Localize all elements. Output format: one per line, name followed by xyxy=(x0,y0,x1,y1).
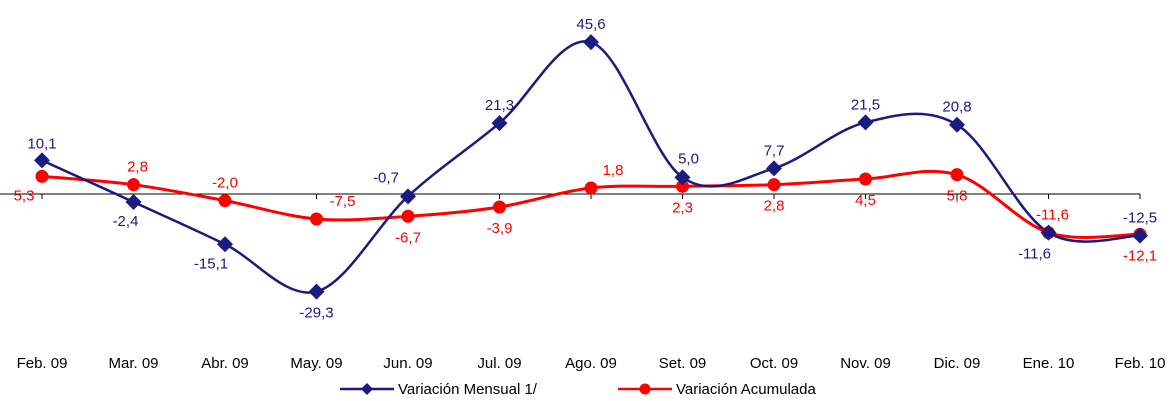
data-point-acumulada xyxy=(401,209,415,223)
data-point-mensual xyxy=(583,34,599,51)
data-label-mensual: 7,7 xyxy=(764,142,785,159)
data-point-mensual xyxy=(491,115,508,132)
data-point-acumulada xyxy=(35,169,49,183)
data-point-acumulada xyxy=(493,200,506,214)
legend-marker-circle xyxy=(639,383,651,395)
legend-item: Variación Acumulada xyxy=(618,381,816,398)
data-label-mensual: 21,5 xyxy=(851,96,880,113)
data-point-mensual xyxy=(766,160,782,177)
data-point-mensual xyxy=(34,152,50,169)
data-label-mensual: 20,8 xyxy=(942,99,971,116)
data-label-mensual: -2,4 xyxy=(113,213,139,230)
data-label-acumulada: 4,5 xyxy=(855,192,876,209)
data-point-mensual xyxy=(857,114,874,131)
data-label-acumulada: -7,5 xyxy=(330,193,356,210)
legend-label: Variación Mensual 1/ xyxy=(398,381,538,398)
legend: Variación Mensual 1/Variación Acumulada xyxy=(340,381,816,398)
data-point-mensual xyxy=(125,193,142,210)
data-point-mensual xyxy=(308,283,325,300)
data-label-mensual: -11,6 xyxy=(1018,246,1051,263)
x-axis xyxy=(0,193,1141,199)
data-label-acumulada: 2,3 xyxy=(672,199,693,216)
data-label-acumulada: -3,9 xyxy=(487,220,513,237)
data-label-acumulada: 2,8 xyxy=(764,198,785,215)
x-tick-label: Jul. 09 xyxy=(477,355,521,372)
data-label-mensual: 5,0 xyxy=(678,150,699,167)
legend-label: Variación Acumulada xyxy=(676,381,816,398)
data-label-acumulada: -6,7 xyxy=(395,229,421,246)
legend-item: Variación Mensual 1/ xyxy=(340,381,538,398)
data-label-mensual: -29,3 xyxy=(299,305,333,322)
data-point-acumulada xyxy=(859,172,872,186)
data-point-mensual xyxy=(1040,224,1057,241)
data-label-acumulada: 5,3 xyxy=(14,187,35,204)
data-label-mensual: 45,6 xyxy=(576,16,605,33)
x-tick-label: May. 09 xyxy=(290,355,342,372)
data-point-mensual xyxy=(217,236,233,253)
x-tick-label: Nov. 09 xyxy=(840,355,891,372)
data-point-acumulada xyxy=(127,178,140,192)
data-label-acumulada: 2,8 xyxy=(127,159,148,176)
x-tick-label: Feb. 09 xyxy=(17,355,68,372)
data-label-acumulada: -11,6 xyxy=(1036,207,1069,224)
series-lines xyxy=(34,34,1148,300)
x-tick-label: Ago. 09 xyxy=(565,355,617,372)
data-label-acumulada: 5,8 xyxy=(947,188,968,205)
data-point-mensual xyxy=(949,116,965,133)
data-point-acumulada xyxy=(310,212,323,226)
series-line-acumulada xyxy=(41,169,1141,239)
x-tick-label: Mar. 09 xyxy=(108,355,158,372)
data-label-mensual: 10,1 xyxy=(27,135,56,152)
data-label-mensual: 21,3 xyxy=(485,97,514,114)
data-label-mensual: -0,7 xyxy=(373,169,399,186)
data-label-mensual: -15,1 xyxy=(194,255,228,272)
data-point-mensual xyxy=(1132,227,1148,244)
data-point-acumulada xyxy=(584,181,598,195)
x-tick-label: Set. 09 xyxy=(659,355,707,372)
x-tick-label: Abr. 09 xyxy=(201,355,249,372)
x-tick-label: Dic. 09 xyxy=(934,355,981,372)
data-point-acumulada xyxy=(767,178,781,192)
data-point-acumulada xyxy=(676,179,689,193)
data-labels: 10,1 -2,4 -15,1 -29,3 -0,7 21,3 45,6 5,0 7,7 21,5… xyxy=(14,16,1158,321)
legend-marker-diamond xyxy=(361,383,373,395)
data-point-acumulada xyxy=(950,168,964,182)
x-tick-label: Jun. 09 xyxy=(383,355,432,372)
x-tick-label: Feb. 10 xyxy=(1115,355,1166,372)
data-point-mensual xyxy=(674,169,691,186)
data-label-acumulada: -12,1 xyxy=(1123,247,1157,264)
data-label-acumulada: -2,0 xyxy=(212,175,238,192)
x-tick-label: Ene. 10 xyxy=(1023,355,1075,372)
data-label-acumulada: 1,8 xyxy=(603,162,624,179)
x-tick-label: Oct. 09 xyxy=(750,355,798,372)
data-point-acumulada xyxy=(218,194,232,208)
data-point-mensual xyxy=(400,188,416,205)
x-tick-labels: Feb. 09 Mar. 09 Abr. 09 May. 09 Jun. 09 Jul. … xyxy=(17,355,1166,372)
data-label-mensual: -12,5 xyxy=(1123,210,1157,227)
